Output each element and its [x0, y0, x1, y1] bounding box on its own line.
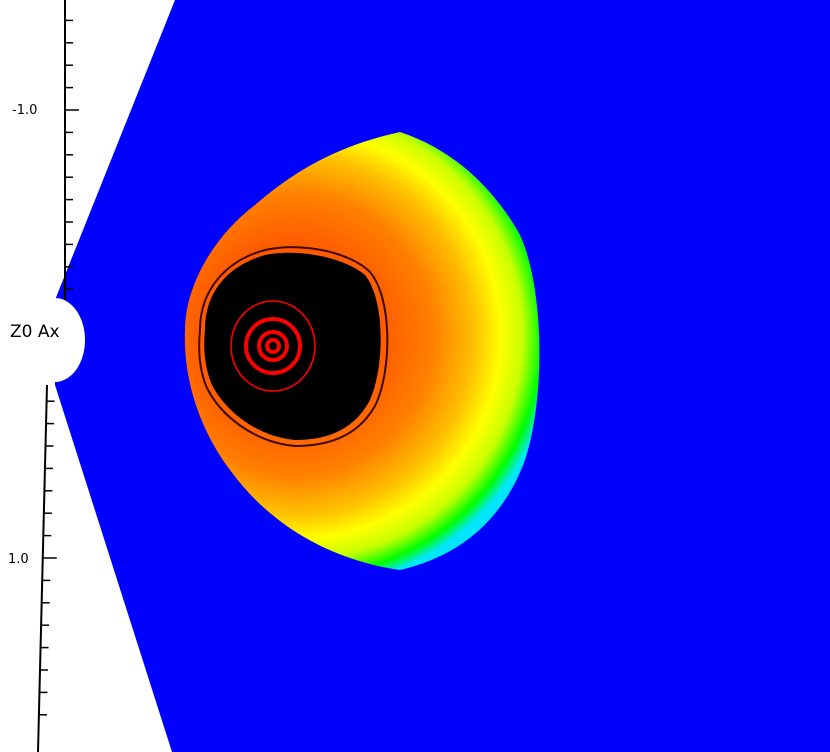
contour-rings	[230, 300, 316, 392]
axis-origin-notch	[55, 298, 85, 382]
y-tick-label: 1.0	[8, 552, 29, 567]
contour-ring	[265, 338, 281, 354]
y-axis-line	[37, 384, 48, 752]
y-axis-label: Z0 Ax	[10, 322, 60, 342]
contour-ring	[257, 330, 289, 362]
core-region	[204, 252, 381, 440]
contour-ring	[244, 317, 302, 375]
core-contour	[198, 246, 389, 448]
contour-ring	[230, 300, 316, 392]
y-tick-label: -1.0	[12, 103, 37, 118]
y-axis	[37, 0, 79, 752]
